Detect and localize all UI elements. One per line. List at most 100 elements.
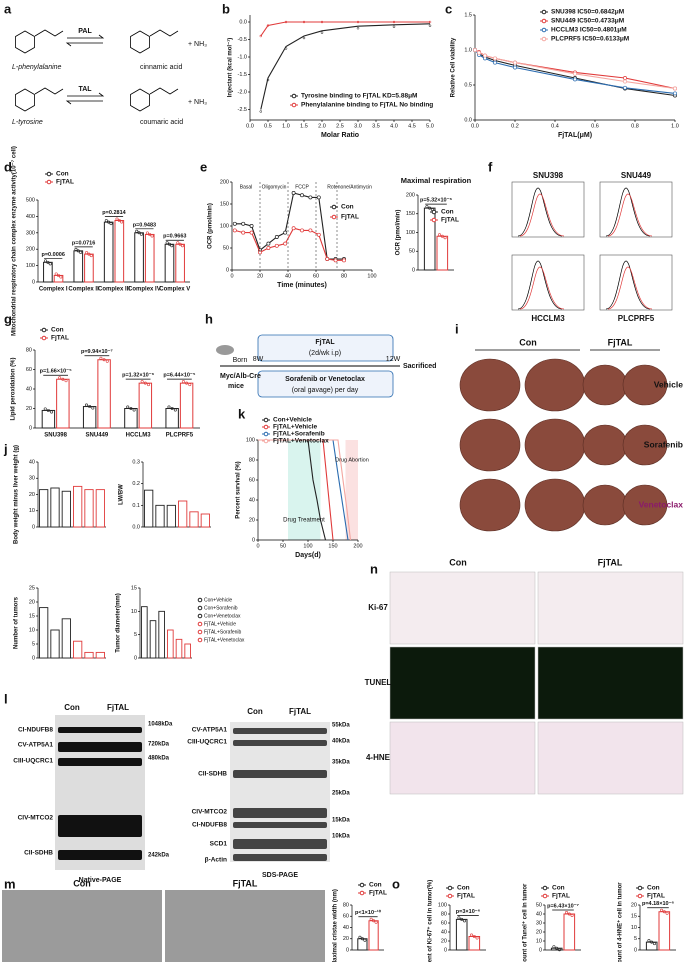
data-point — [176, 241, 180, 245]
legend-label: SNU449 IC50=0.4733μM — [551, 18, 624, 25]
label: (2d/wk i.p) — [309, 350, 341, 357]
flow-plot — [599, 181, 673, 238]
label: Sorafenib or Venetoclax — [285, 376, 365, 383]
y-tick-label: 10 — [29, 508, 35, 514]
y-tick-label: 60 — [441, 920, 447, 926]
label: Born — [233, 357, 248, 364]
phase-label: Rotenone/Antimycin — [327, 184, 372, 190]
y-tick-label: 100 — [246, 437, 255, 443]
data-point — [87, 252, 91, 256]
data-point — [139, 232, 143, 236]
row-label: Vehicle — [654, 379, 684, 389]
legend-marker — [197, 597, 203, 603]
flow-plot — [511, 181, 585, 238]
micrograph — [389, 721, 536, 795]
liver-photo — [582, 364, 628, 406]
panel-label: h — [205, 311, 213, 326]
data-point — [85, 251, 89, 255]
y-tick-label: 40 — [26, 386, 32, 392]
data-point — [147, 383, 151, 387]
data-point — [369, 917, 373, 921]
series-line — [234, 192, 344, 260]
y-tick-label: -2.0 — [238, 89, 247, 95]
legend-label: FjTAL+Venetoclax — [204, 637, 245, 643]
y-axis-label: OCR (pmol/min) — [396, 210, 402, 256]
legend-label: FjTAL — [56, 179, 74, 186]
data-point — [493, 56, 497, 61]
side-chain — [34, 29, 64, 37]
em-image — [2, 890, 162, 962]
legend-label: Con — [457, 885, 470, 892]
legend-label: FjTAL+Vehicle — [204, 621, 236, 627]
data-point — [46, 260, 50, 264]
y-tick-label: 0 — [226, 267, 229, 273]
y-tick-label: 0.0 — [464, 117, 472, 123]
legend-label: Con — [56, 171, 69, 178]
data-point — [316, 195, 321, 200]
data-point — [107, 220, 111, 224]
data-point — [74, 247, 78, 251]
data-point — [473, 48, 477, 52]
x-tick-label: 4.5 — [408, 123, 416, 129]
series-line — [260, 23, 431, 110]
p-value: p=6.43×10⁻⁷ — [547, 903, 580, 909]
liver-photo — [459, 418, 521, 472]
legend-label: PLCPRF5 IC50=0.6133μM — [551, 36, 629, 43]
y-axis-label: LW/BW — [119, 484, 125, 505]
histogram-curve — [605, 260, 651, 310]
y-tick-label: 80 — [441, 911, 447, 917]
micrograph — [537, 721, 684, 795]
y-tick-label: 0 — [32, 524, 35, 530]
data-point — [650, 940, 654, 944]
row-label: Ki-67 — [368, 603, 388, 612]
legend-label: FjTAL+Venetoclax — [273, 438, 329, 445]
liver-photo — [459, 358, 521, 412]
y-tick-label: 15 — [131, 585, 137, 591]
side-chain — [149, 87, 179, 95]
enzyme-label: PAL — [78, 28, 92, 35]
row-label: Venetoclax — [639, 499, 684, 509]
bar — [53, 274, 64, 283]
y-axis-label: Mitochondrial respiratory chain complex … — [12, 146, 18, 336]
bar — [455, 918, 468, 951]
y-tick-label: 10 — [631, 925, 637, 931]
column-label: FjTAL — [598, 557, 623, 567]
y-tick-label: 20 — [536, 929, 542, 935]
p-value: p=0.9663 — [163, 234, 186, 240]
data-point — [266, 24, 270, 27]
data-point — [513, 65, 517, 70]
bar — [144, 233, 155, 283]
x-tick-label: 100 — [367, 273, 376, 279]
data-point — [167, 405, 171, 409]
y-tick-label: 300 — [26, 230, 35, 236]
data-point — [145, 231, 149, 235]
data-point — [232, 221, 237, 226]
bar — [141, 606, 148, 659]
bar — [165, 408, 179, 429]
legend-label: Con — [647, 885, 660, 892]
compound-name: L-tyrosine — [12, 119, 43, 126]
data-point — [356, 26, 360, 30]
y-tick-label: 0 — [134, 655, 137, 661]
y-axis-label: Body weight minus liver weight (g) — [14, 445, 20, 544]
x-tick-label: 0.2 — [511, 123, 519, 129]
y-tick-label: 80 — [249, 457, 255, 463]
y-tick-label: 150 — [406, 211, 415, 217]
x-tick-label: 0.0 — [246, 123, 254, 129]
kda-marker: 480kDa — [148, 756, 170, 762]
y-tick-label: 50 — [223, 245, 229, 251]
data-point — [443, 236, 447, 240]
data-point — [363, 938, 367, 942]
micrograph — [389, 646, 536, 720]
data-point — [140, 380, 144, 384]
phase-label: FCCP — [295, 184, 309, 190]
blot-band — [233, 854, 327, 861]
legend-label: Phenylalanine binding to FjTAL No bindin… — [301, 102, 433, 109]
panel-label: d — [4, 159, 12, 174]
y-tick-label: 400 — [26, 214, 35, 220]
data-point — [291, 226, 296, 231]
data-point — [88, 405, 92, 409]
bar — [95, 489, 105, 528]
column-label: FjTAL — [233, 878, 258, 888]
y-tick-label: 40 — [441, 929, 447, 935]
